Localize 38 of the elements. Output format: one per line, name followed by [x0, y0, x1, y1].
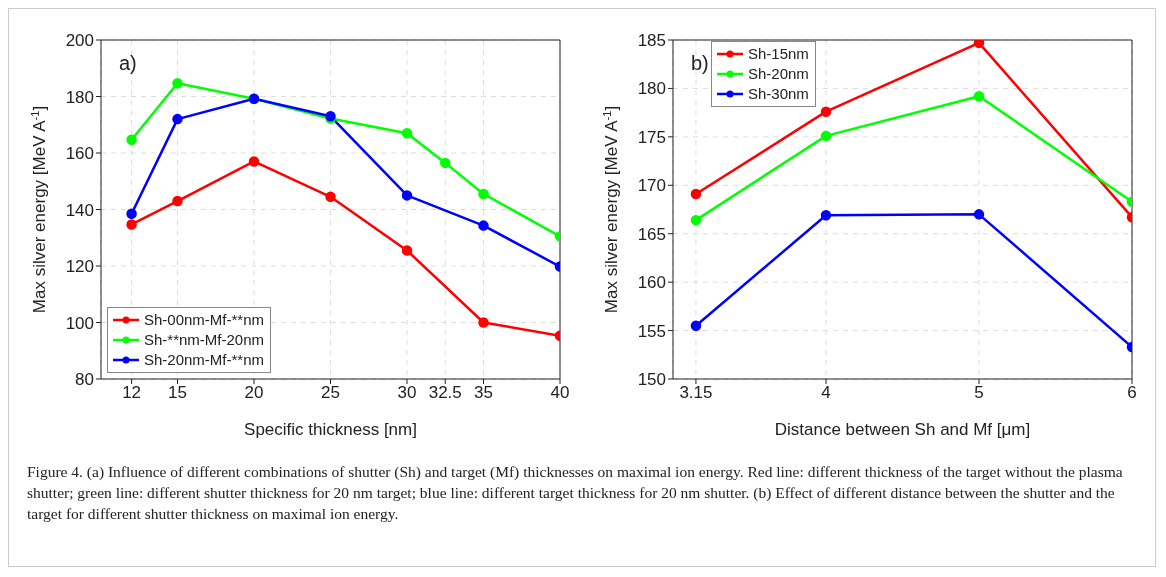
x-tick-label: 25	[321, 383, 340, 403]
legend-label: Sh-20nm	[748, 64, 809, 84]
x-tick-label: 32.5	[428, 383, 462, 403]
y-tick-label: 200	[65, 31, 94, 51]
x-tick-label: 40	[550, 383, 570, 403]
x-tick-label: 20	[244, 383, 264, 403]
annotation: a)	[119, 52, 137, 75]
x-axis-title: Specific thickness [nm]	[244, 420, 417, 439]
y-tick-label: 155	[637, 321, 666, 341]
x-tick-label: 5	[974, 383, 984, 403]
y-tick-label: 180	[65, 87, 94, 107]
caption: Figure 4. (a) Influence of different combinations of shutter (Sh) and target (Mf) thicknesses on maximal ion energy. Red line: different thickness of the target without the plasma shutter; green line: different shutter thickness for 20 nm target; blue line: different target thickness for 20 nm shutter. (b) Effect of different distance between the shutter and the target for different shutter thickness on maximal ion energy.	[27, 462, 1124, 524]
legend-label: Sh-00nm-Mf-**nm	[144, 310, 265, 330]
y-tick-label: 175	[637, 127, 666, 147]
y-tick-label: 100	[65, 313, 94, 333]
x-tick-label: 30	[397, 383, 417, 403]
legend-label: Sh-30nm	[748, 84, 809, 104]
x-tick-label: 4	[821, 383, 831, 403]
y-tick-label: 160	[637, 273, 666, 293]
y-tick-label: 140	[65, 200, 94, 220]
y-tick-label: 185	[637, 31, 666, 51]
legend-label: Sh-20nm-Mf-**nm	[144, 350, 265, 370]
y-tick-label: 120	[65, 257, 94, 277]
x-tick-label: 12	[122, 383, 142, 403]
legend-label: Sh-**nm-Mf-20nm	[144, 330, 265, 350]
y-tick-label: 165	[637, 224, 666, 244]
y-tick-label: 180	[637, 79, 666, 99]
y-tick-label: 160	[65, 144, 94, 164]
x-tick-label: 15	[168, 383, 187, 403]
y-tick-label: 150	[637, 370, 666, 390]
x-tick-label: 3.15	[679, 383, 713, 403]
x-axis-title: Distance between Sh and Mf [μm]	[774, 420, 1031, 439]
legend-label: Sh-15nm	[748, 44, 809, 64]
y-tick-label: 80	[75, 370, 94, 390]
y-tick-label: 170	[637, 176, 666, 196]
x-tick-label: 35	[474, 383, 493, 403]
annotation: b)	[691, 52, 709, 75]
x-tick-label: 6	[1127, 383, 1137, 403]
